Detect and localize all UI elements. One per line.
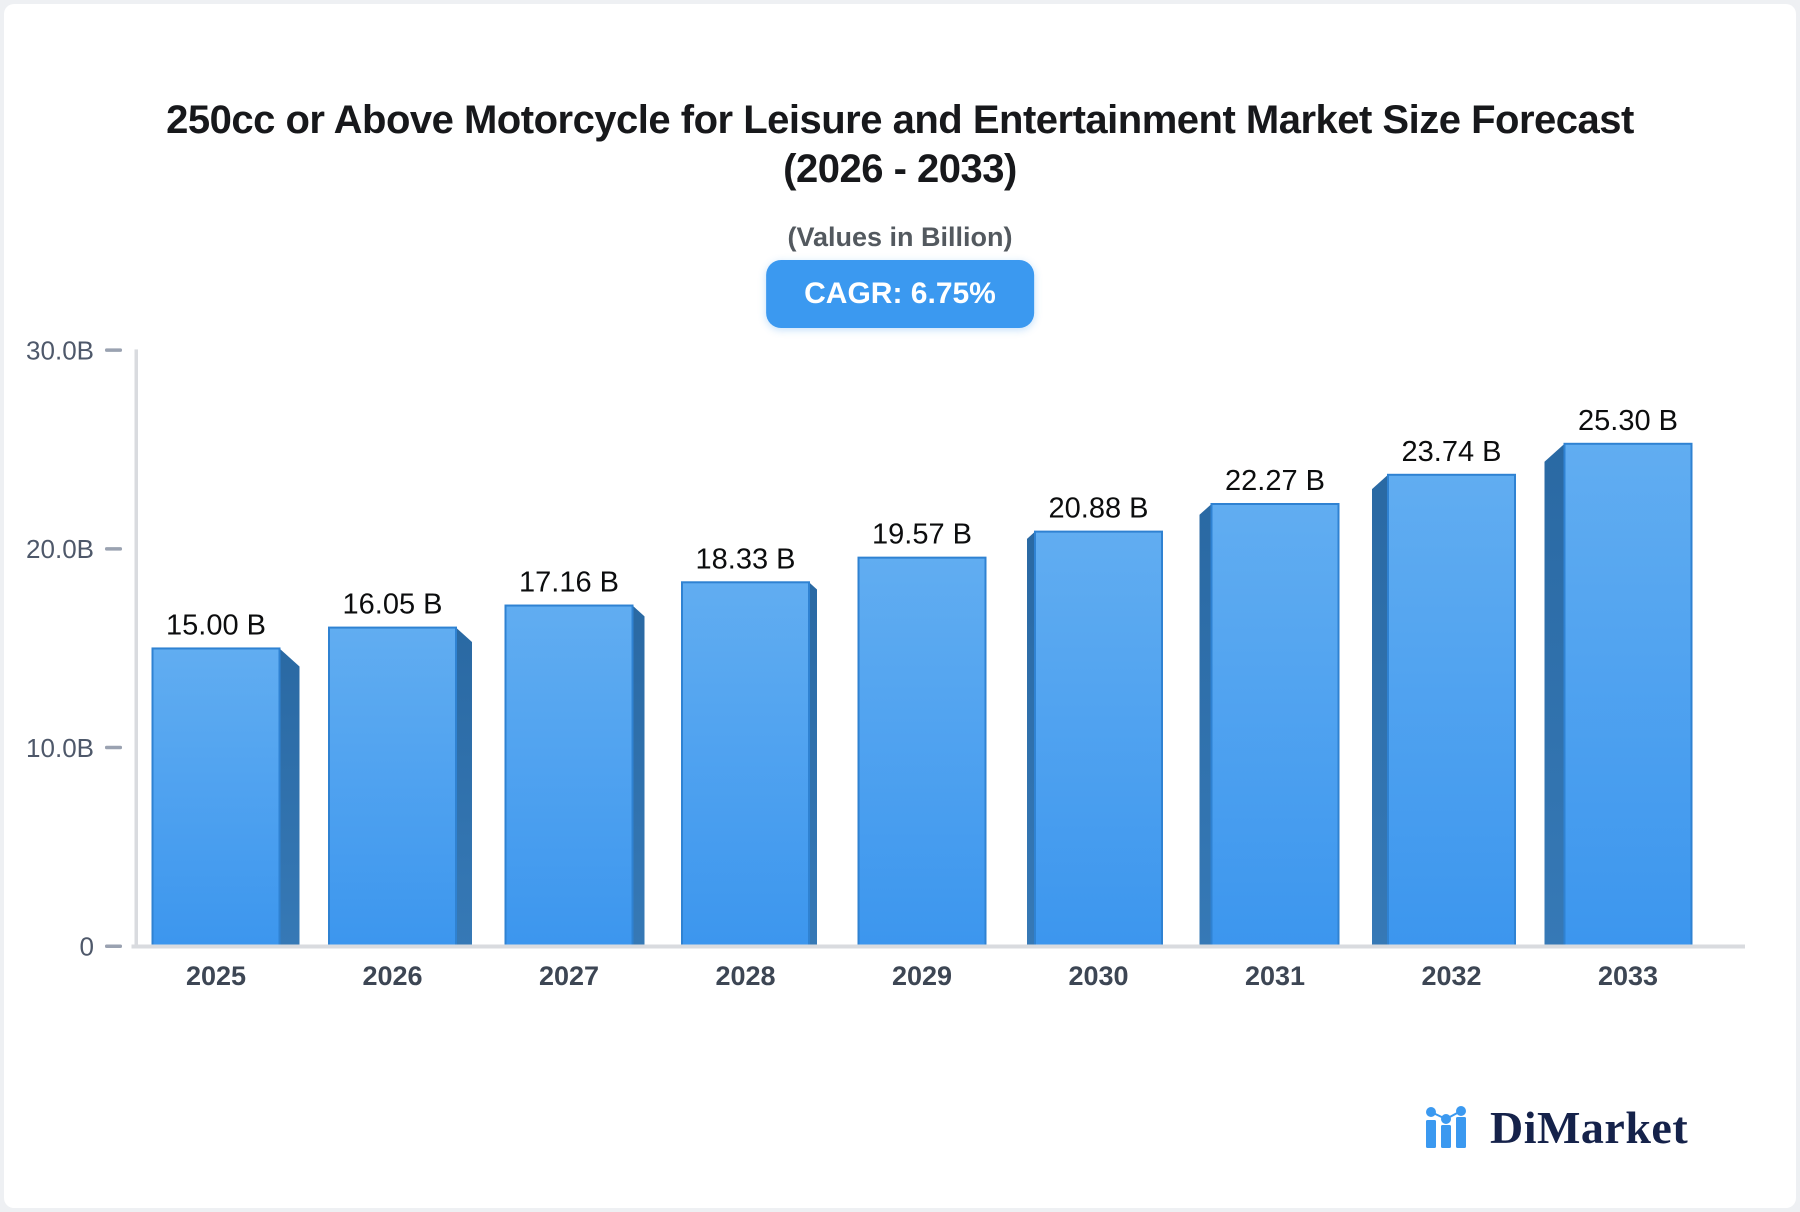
y-tick-label: 10.0B [26, 733, 94, 763]
bar-value-label: 17.16 B [519, 567, 619, 599]
chart-title-line2: (2026 - 2033) [783, 147, 1017, 191]
y-tick-label: 20.0B [26, 534, 94, 564]
bar-2025[interactable] [151, 647, 300, 948]
bar-value-label: 22.27 B [1225, 465, 1325, 497]
bar-front-face [1210, 502, 1340, 948]
y-tick-dash [105, 348, 122, 352]
y-tick-label: 30.0B [26, 335, 94, 365]
logo-bar [1441, 1125, 1451, 1148]
chart-subtitle: (Values in Billion) [787, 222, 1013, 252]
x-tick-label: 2033 [1598, 961, 1658, 991]
x-tick-label: 2025 [186, 961, 246, 991]
bar-front-face [328, 626, 457, 948]
bar-side-face [632, 605, 645, 947]
y-tick-label: 0 [80, 932, 94, 962]
cagr-badge: CAGR: 6.75% [766, 260, 1034, 328]
bar-2027[interactable] [504, 604, 645, 948]
logo-dot [1456, 1106, 1466, 1116]
bar-value-label: 25.30 B [1578, 405, 1678, 437]
brand-logo-text: DiMarket [1490, 1102, 1689, 1153]
logo-dot [1441, 1114, 1451, 1124]
y-axis-line [134, 349, 138, 949]
bar-value-label: 19.57 B [872, 519, 972, 551]
bar-2032[interactable] [1372, 473, 1516, 948]
bar-2033[interactable] [1544, 442, 1693, 948]
bar-front-face [1563, 442, 1693, 948]
bar-front-face [1387, 473, 1516, 948]
logo-bar [1426, 1120, 1436, 1148]
x-tick-label: 2030 [1068, 961, 1128, 991]
bar-side-face [1372, 474, 1388, 947]
bar-side-face [1199, 503, 1212, 947]
bar-side-face [1544, 443, 1565, 947]
y-tick-dash [105, 547, 122, 551]
bar-value-label: 23.74 B [1402, 436, 1502, 468]
bar-value-label: 18.33 B [696, 543, 796, 575]
x-tick-label: 2026 [362, 961, 422, 991]
bar-front-face [1034, 530, 1163, 948]
bar-chart: 30.0B 20.0B 10.0B 0 15.00 B 2025 16.05 B 2026 1… [26, 335, 1745, 991]
brand-logo-icon [1426, 1106, 1466, 1148]
chart-title: 250cc or Above Motorcycle for Leisure an… [4, 96, 1796, 194]
bar-side-face [1027, 531, 1035, 947]
bar-2029[interactable] [857, 556, 987, 948]
x-tick-label: 2032 [1421, 961, 1481, 991]
x-tick-label: 2029 [892, 961, 952, 991]
bar-2030[interactable] [1027, 530, 1163, 948]
brand-logo: DiMarket [1422, 1100, 1688, 1152]
bar-side-face [279, 648, 300, 947]
x-tick-label: 2027 [539, 961, 599, 991]
bar-front-face [504, 604, 634, 948]
logo-dot [1426, 1107, 1436, 1117]
y-tick-dash [105, 745, 122, 750]
bar-front-face [151, 647, 281, 948]
x-tick-label: 2031 [1245, 961, 1305, 991]
chart-card: 250cc or Above Motorcycle for Leisure an… [4, 4, 1796, 1208]
x-tick-label: 2028 [715, 961, 775, 991]
bar-front-face [681, 581, 810, 948]
bar-2026[interactable] [328, 626, 472, 948]
chart-title-line1: 250cc or Above Motorcycle for Leisure an… [166, 98, 1634, 142]
bar-value-label: 20.88 B [1049, 493, 1149, 525]
bar-side-face [456, 627, 472, 947]
bar-2028[interactable] [681, 581, 817, 948]
logo-bar [1456, 1117, 1466, 1148]
bar-front-face [857, 556, 987, 948]
y-tick-dash [105, 944, 122, 948]
bar-value-label: 16.05 B [343, 589, 443, 621]
x-axis-line [131, 944, 1745, 949]
bar-side-face [809, 582, 817, 947]
bar-value-label: 15.00 B [166, 609, 266, 641]
bar-2031[interactable] [1199, 502, 1340, 948]
